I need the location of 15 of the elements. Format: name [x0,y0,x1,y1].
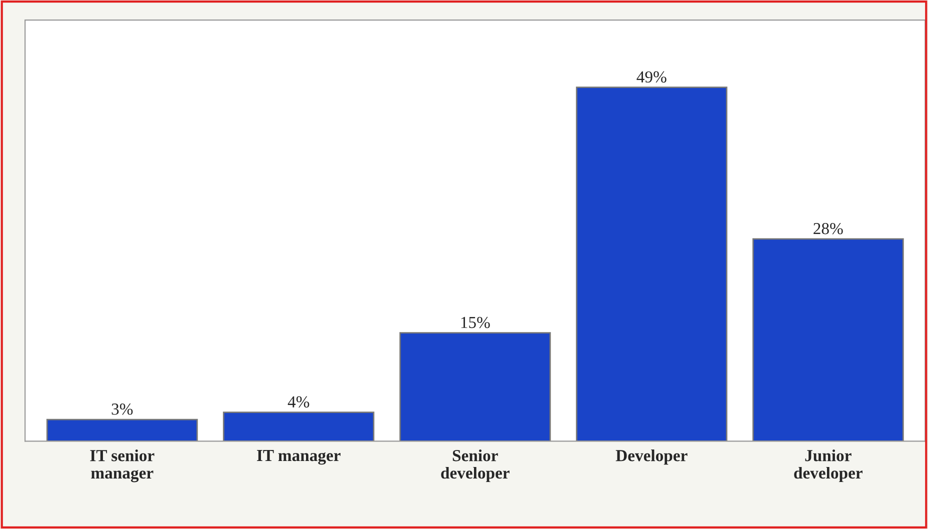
x-tick-label: Junior developer [794,450,862,482]
bar [399,332,551,442]
data-label: 4% [288,396,310,408]
data-label: 49% [636,71,666,83]
bar [222,412,374,442]
x-tick-label: IT manager [256,450,340,465]
x-tick-label: IT senior manager [90,450,154,482]
data-label: 15% [461,316,490,328]
x-tick-label: Developer [616,450,688,465]
data-label: 3% [112,404,133,415]
bar [576,86,728,442]
bar [752,238,904,442]
bar [46,418,198,442]
x-tick-label: Senior developer [441,450,510,482]
data-label: 28% [814,222,843,234]
